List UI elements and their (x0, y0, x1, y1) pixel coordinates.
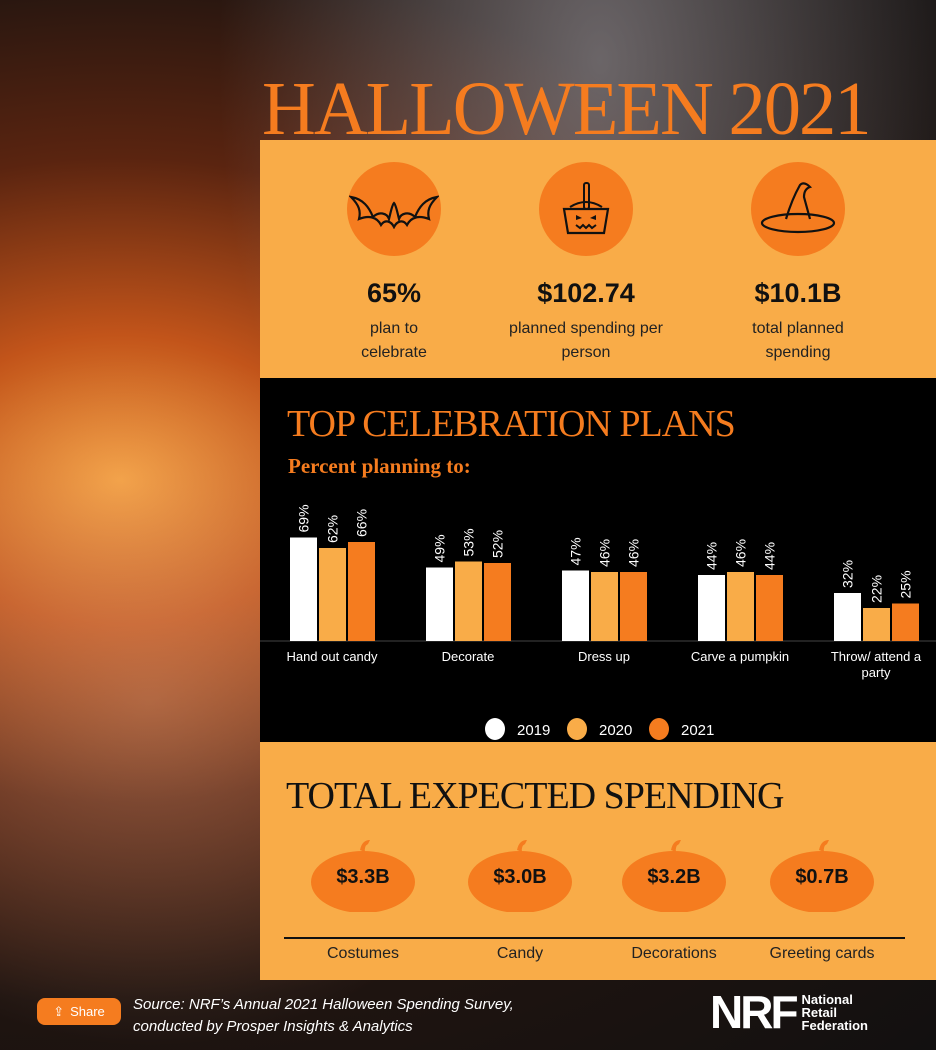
bar-chart: 69% 62% 66% Hand out candy 49% 53% 52% Decorate… (260, 504, 936, 740)
spending-pumpkin: $0.7B (769, 840, 875, 913)
category-label: Hand out candy (286, 649, 378, 664)
pumpkin-basket-icon (539, 162, 633, 256)
data-label: 69% (296, 504, 312, 532)
plans-subheading: Percent planning to: (288, 454, 471, 478)
data-label: 25% (898, 570, 914, 598)
pumpkin-icon (622, 840, 726, 913)
page-title: HALLOWEEN 2021 (262, 67, 872, 151)
bar-2020 (455, 561, 482, 641)
pumpkin-icon (311, 840, 415, 913)
data-label: 32% (840, 560, 856, 588)
bar-2019 (290, 537, 317, 641)
source-note: Source: NRF’s Annual 2021 Halloween Spen… (133, 996, 514, 1035)
stat-celebrate: 65% plan to celebrate (294, 162, 494, 365)
share-icon: ⇪ (53, 1003, 65, 1019)
nrf-logo: NRF National Retail Federation (710, 986, 869, 1038)
spending-pumpkin: $3.3B (310, 840, 416, 913)
pumpkin-icon (770, 840, 874, 913)
category-label: party (862, 665, 891, 680)
data-label: 49% (432, 534, 448, 562)
plans-heading: TOP CELEBRATION PLANS (287, 403, 736, 445)
stat-total: $10.1B total planned spending (698, 162, 898, 365)
bar-2021 (756, 575, 783, 641)
pumpkin-icon (468, 840, 572, 913)
spending-label: Costumes (326, 945, 400, 962)
bar-2019 (834, 593, 861, 641)
spending-pumpkin: $3.0B (467, 840, 573, 913)
bar-2019 (698, 575, 725, 641)
data-label: 53% (461, 528, 477, 556)
bar-2020 (319, 548, 346, 641)
legend-swatch (485, 718, 505, 740)
spending-heading: TOTAL EXPECTED SPENDING (286, 775, 784, 817)
data-label: 44% (704, 542, 720, 570)
spending-label: Decorations (631, 945, 717, 962)
data-label: 52% (490, 530, 506, 558)
share-button[interactable]: ⇪ Share (37, 998, 121, 1025)
spending-label: Greeting cards (769, 945, 875, 962)
bar-2021 (348, 542, 375, 641)
data-label: 62% (325, 515, 341, 543)
data-label: 22% (869, 575, 885, 603)
legend-label: 2019 (517, 722, 550, 739)
data-label: 46% (733, 539, 749, 567)
celebration-plans-panel: TOP CELEBRATION PLANS Percent planning t… (260, 378, 936, 742)
bar-2021 (484, 563, 511, 641)
spending-pumpkin: $3.2B (621, 840, 727, 913)
divider (284, 937, 905, 939)
bar-2021 (892, 603, 919, 641)
bat-icon (347, 162, 441, 256)
stats-panel: 65% plan to celebrate $102.74 planned spe… (260, 140, 936, 378)
bar-2021 (620, 572, 647, 641)
bar-2020 (863, 608, 890, 641)
data-label: 46% (597, 539, 613, 567)
data-label: 66% (354, 509, 370, 537)
legend-swatch (649, 718, 669, 740)
data-label: 47% (568, 537, 584, 565)
spending-label: Candy (496, 945, 544, 962)
category-label: Dress up (578, 649, 630, 664)
witch-hat-icon (751, 162, 845, 256)
category-label: Carve a pumpkin (691, 649, 789, 664)
data-label: 44% (762, 542, 778, 570)
legend-label: 2021 (681, 722, 714, 739)
legend-label: 2020 (599, 722, 632, 739)
bar-2019 (426, 567, 453, 641)
stat-per-person: $102.74 planned spending per person (486, 162, 686, 365)
category-label: Throw/ attend a (831, 649, 922, 664)
bar-2020 (727, 572, 754, 641)
data-label: 46% (626, 539, 642, 567)
spending-panel: TOTAL EXPECTED SPENDING $3.3B Costumes $3.… (260, 742, 936, 980)
bar-2019 (562, 570, 589, 641)
category-label: Decorate (442, 649, 495, 664)
bar-2020 (591, 572, 618, 641)
legend-swatch (567, 718, 587, 740)
